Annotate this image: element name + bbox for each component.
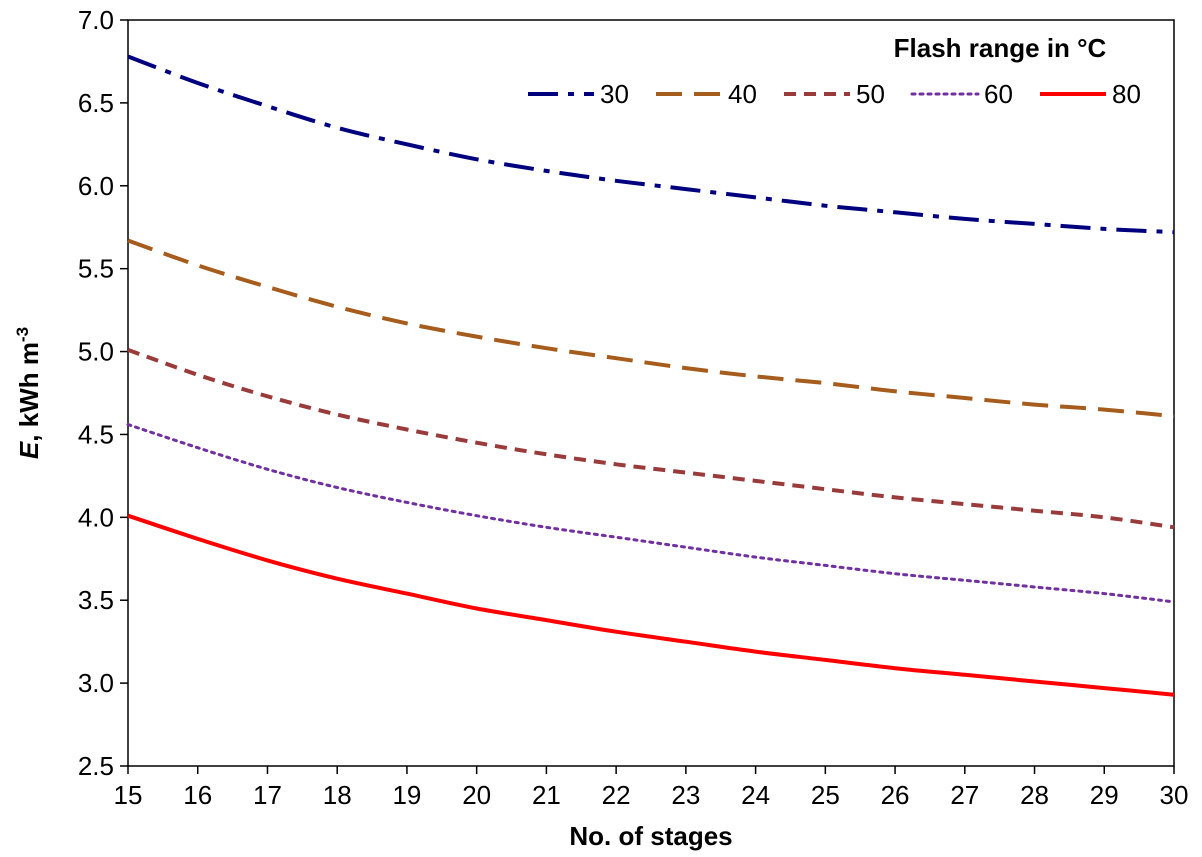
x-axis: 15 16 17 18 19 20 21 22 23 24 25 26 27 28 29 30 [114, 766, 1189, 810]
x-tick-label: 18 [323, 780, 352, 810]
series-line-40 [127, 238, 1175, 419]
series-line-60 [126, 423, 1176, 604]
x-tick-label: 29 [1090, 780, 1119, 810]
x-tick-label: 16 [183, 780, 212, 810]
y-tick-label: 5.5 [78, 254, 114, 284]
y-tick-label: 4.5 [78, 419, 114, 449]
x-tick-label: 26 [881, 780, 910, 810]
x-tick-label: 17 [253, 780, 282, 810]
legend-label-40: 40 [728, 79, 757, 109]
y-axis-title-unit: , kWh m [14, 342, 44, 442]
series-lines [126, 54, 1176, 697]
y-tick-label: 7.0 [78, 5, 114, 35]
x-tick-label: 30 [1160, 780, 1189, 810]
y-tick-label: 3.0 [78, 668, 114, 698]
x-tick-label: 25 [811, 780, 840, 810]
y-tick-label: 3.5 [78, 585, 114, 615]
x-tick-label: 22 [602, 780, 631, 810]
series-line-80 [127, 513, 1175, 697]
legend-label-80: 80 [1112, 79, 1141, 109]
y-tick-label: 5.0 [78, 337, 114, 367]
x-tick-label: 23 [671, 780, 700, 810]
y-axis: 2.5 3.0 3.5 4.0 4.5 5.0 5.5 6.0 6.5 7.0 [78, 5, 128, 781]
legend-label-50: 50 [856, 79, 885, 109]
x-tick-label: 15 [114, 780, 143, 810]
y-axis-title-exponent: -3 [13, 327, 32, 342]
x-tick-label: 24 [741, 780, 770, 810]
legend-items: 30 40 50 60 80 [528, 79, 1141, 109]
x-axis-title: No. of stages [569, 821, 732, 851]
x-tick-label: 27 [950, 780, 979, 810]
legend: Flash range in °C 30 40 50 60 80 [528, 33, 1141, 109]
y-tick-label: 4.0 [78, 502, 114, 532]
y-tick-label: 6.0 [78, 171, 114, 201]
legend-label-30: 30 [600, 79, 629, 109]
x-tick-label: 21 [532, 780, 561, 810]
x-tick-label: 19 [392, 780, 421, 810]
y-axis-title-variable: E [14, 441, 44, 459]
legend-title: Flash range in °C [894, 33, 1107, 63]
y-tick-label: 2.5 [78, 751, 114, 781]
y-tick-label: 6.5 [78, 88, 114, 118]
series-line-30 [127, 54, 1175, 235]
y-axis-title: E, kWh m-3 [13, 327, 44, 459]
x-tick-label: 28 [1020, 780, 1049, 810]
legend-label-60: 60 [984, 79, 1013, 109]
plot-area [127, 19, 1175, 767]
series-line-50 [127, 348, 1175, 530]
x-tick-label: 20 [462, 780, 491, 810]
